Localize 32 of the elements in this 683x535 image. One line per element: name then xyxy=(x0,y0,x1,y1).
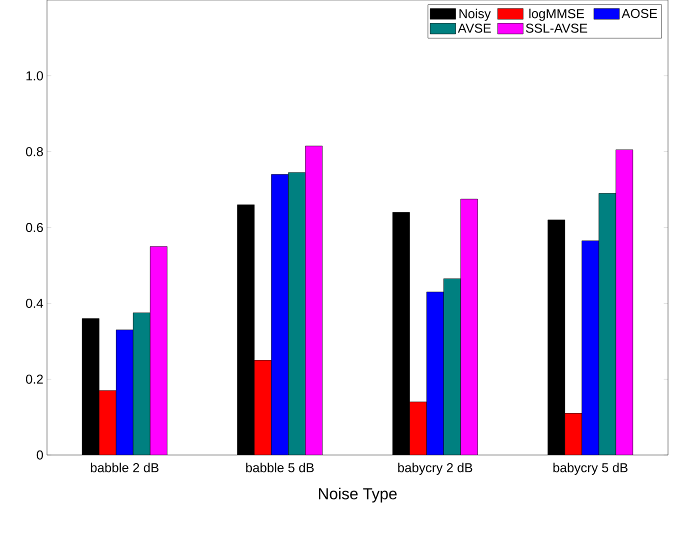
x-tick-label: babble 5 dB xyxy=(246,462,314,472)
legend-label: SSL-AVSE xyxy=(526,24,588,33)
y-tick-label: 0.8 xyxy=(26,147,43,156)
y-tick-label: 0 xyxy=(36,450,43,460)
y-tick-label: 0.6 xyxy=(26,222,43,232)
bar xyxy=(150,246,168,455)
bar xyxy=(305,146,323,455)
bar xyxy=(271,174,289,455)
bar xyxy=(443,278,461,455)
bar xyxy=(616,150,634,455)
bar xyxy=(254,360,272,455)
bar xyxy=(426,292,444,455)
x-tick-label: babycry 2 dB xyxy=(398,462,472,475)
bar xyxy=(598,193,616,455)
x-axis-title: Noise Type xyxy=(318,488,397,503)
legend-label: AVSE xyxy=(458,24,491,33)
bar xyxy=(460,198,478,455)
y-tick-label: 0.2 xyxy=(26,374,43,384)
bar xyxy=(564,413,582,455)
legend-label: logMMSE xyxy=(529,8,584,21)
bar xyxy=(288,172,306,455)
bar xyxy=(582,240,600,455)
y-tick-label: 0.4 xyxy=(26,298,44,308)
x-tick-label: babble 2 dB xyxy=(90,462,158,472)
x-tick-label: babycry 5 dB xyxy=(553,462,628,475)
bar xyxy=(409,402,427,455)
legend-label: Noisy xyxy=(460,8,491,21)
bar xyxy=(132,312,150,455)
bar xyxy=(98,390,116,455)
legend-label: AOSE xyxy=(622,8,658,18)
bar xyxy=(116,330,134,455)
y-tick-label: 1.0 xyxy=(26,71,43,80)
